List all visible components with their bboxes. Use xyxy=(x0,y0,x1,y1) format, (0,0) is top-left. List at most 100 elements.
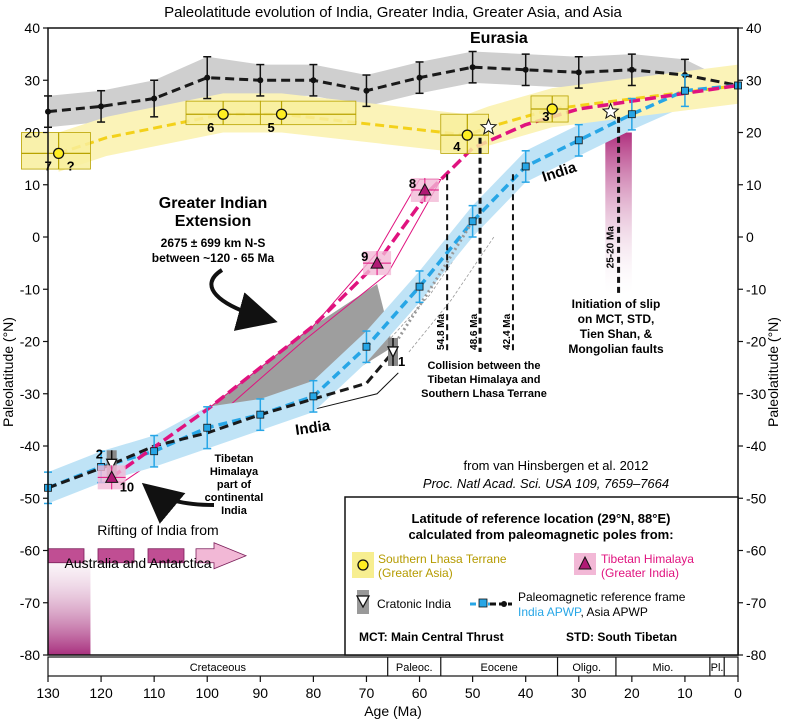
x-axis-label: Age (Ma) xyxy=(364,703,422,719)
y-tick-label-right: -10 xyxy=(746,281,766,297)
india-point xyxy=(627,110,636,119)
x-tick-label: 120 xyxy=(89,685,113,701)
tibetan-note-line: part of xyxy=(217,479,252,491)
india-point xyxy=(681,86,689,95)
y-tick-label-right: -20 xyxy=(746,334,766,350)
cratonic-line xyxy=(47,350,395,490)
greater-indian-body-2: between ~120 - 65 Ma xyxy=(152,251,275,265)
y-tick-label-right: 10 xyxy=(746,177,762,193)
y-tick-label-right: -80 xyxy=(746,647,766,663)
greater-indian-body-1: 2675 ± 699 km N-S xyxy=(161,236,266,250)
y-tick-label-left: -50 xyxy=(20,490,40,506)
site-label: 6 xyxy=(207,120,214,135)
india-point xyxy=(256,410,265,419)
y-tick-label-left: 30 xyxy=(24,72,40,88)
x-tick-label: 70 xyxy=(359,685,375,701)
asia-point xyxy=(204,74,211,81)
site-label: 9 xyxy=(361,249,368,264)
legend-himalaya-label-2: (Greater India) xyxy=(601,566,679,580)
slip-note-line: Initiation of slip xyxy=(572,297,661,311)
y-tick-label-left: -30 xyxy=(20,386,40,402)
x-tick-label: 100 xyxy=(196,685,220,701)
collision-line-label: 54.8 Ma xyxy=(436,313,447,350)
legend-frame-label-1: Paleomagnetic reference frame xyxy=(518,590,686,604)
collision-dotted-line xyxy=(391,220,474,348)
x-tick-label: 30 xyxy=(571,685,587,701)
greater-indian-title-2: Extension xyxy=(175,213,251,230)
legend-frame-marker-black xyxy=(501,601,507,607)
eurasia-label: Eurasia xyxy=(470,30,528,47)
chart-title: Paleolatitude evolution of India, Greate… xyxy=(164,4,622,21)
tibetan-note-line: Himalaya xyxy=(210,466,259,478)
collision-note-line: Southern Lhasa Terrane xyxy=(421,388,547,400)
y-tick-label-left: 40 xyxy=(24,20,40,36)
extension-arrow xyxy=(209,268,278,331)
collision-note-line: Collision between the xyxy=(427,360,540,372)
x-tick-label: 90 xyxy=(253,685,269,701)
india-point xyxy=(468,217,477,226)
legend-himalaya-label-1: Tibetan Himalaya xyxy=(601,552,694,566)
legend-cratonic-label: Cratonic India xyxy=(377,597,451,611)
india-label-lower: India xyxy=(294,417,332,439)
asia-point xyxy=(416,74,423,81)
y-tick-label-right: -50 xyxy=(746,490,766,506)
site-label: 3 xyxy=(542,109,549,124)
india-point xyxy=(309,392,318,401)
rifting-label-2: Australia and Antarctica xyxy=(64,555,211,571)
site-label: 5 xyxy=(268,120,275,135)
collision-line-label: 48.6 Ma xyxy=(469,313,480,350)
slip-note: Initiation of slip on MCT, STD, Tien Sha… xyxy=(568,297,664,356)
y-tick-label-right: -40 xyxy=(746,438,766,454)
legend-frame-asia: , Asia APWP xyxy=(580,605,647,619)
india-point xyxy=(362,342,371,351)
collision-note: Collision between the Tibetan Himalaya a… xyxy=(421,360,547,400)
site-7-question: ? xyxy=(67,158,75,173)
tibetan-note-line: Tibetan xyxy=(215,453,254,465)
india-point xyxy=(574,136,583,145)
y-axis-label-right: Paleolatitude (°N) xyxy=(765,317,781,427)
slip-line-label: 25-20 Ma xyxy=(605,226,616,269)
site-label: 8 xyxy=(409,176,416,191)
lhasa-site-marker xyxy=(461,129,473,141)
legend-frame-india: India APWP xyxy=(518,605,582,619)
asia-point xyxy=(575,69,582,76)
himalaya-site-marker xyxy=(418,182,432,196)
y-axis-label-left: Paleolatitude (°N) xyxy=(0,317,16,427)
site-label: 2 xyxy=(96,446,103,461)
y-tick-label-left: -60 xyxy=(20,543,40,559)
period-strip xyxy=(47,656,739,677)
lhasa-site-marker xyxy=(52,147,65,160)
x-tick-label: 50 xyxy=(465,685,481,701)
asia-line xyxy=(47,65,739,114)
legend-cratonic-marker xyxy=(355,595,371,609)
lhasa-site-marker xyxy=(546,103,558,115)
period-label: Paleoc. xyxy=(396,662,433,674)
site-label: 10 xyxy=(120,479,134,494)
cratonic-site-marker xyxy=(105,458,118,471)
collision-line-label: 42.4 Ma xyxy=(502,313,513,350)
slip-note-line: Mongolian faults xyxy=(568,342,664,356)
legend-box xyxy=(344,496,739,656)
collision-star xyxy=(479,117,498,135)
x-tick-label: 10 xyxy=(677,685,693,701)
tibetan-note: Tibetan Himalaya part of continental Ind… xyxy=(205,453,264,517)
asia-point xyxy=(151,95,158,102)
rifting-label-1: Rifting of India from xyxy=(97,522,218,538)
period-label: Cretaceous xyxy=(190,662,247,674)
asia-point xyxy=(98,103,105,110)
y-tick-label-left: 10 xyxy=(24,177,40,193)
tibetan-arrow xyxy=(141,482,215,524)
asia-point xyxy=(469,64,476,71)
period-label: Mio. xyxy=(653,662,674,674)
india-point xyxy=(521,162,530,171)
legend-frame-marker-blue xyxy=(478,598,488,608)
asia-point xyxy=(628,66,635,73)
y-tick-label-left: -10 xyxy=(20,281,40,297)
india-point xyxy=(150,447,159,456)
india-line xyxy=(47,83,739,490)
x-tick-label: 40 xyxy=(518,685,534,701)
tibetan-note-line: continental xyxy=(205,492,264,504)
x-tick-label: 0 xyxy=(734,685,742,701)
x-tick-label: 20 xyxy=(624,685,640,701)
rifting-duration-bar xyxy=(48,545,91,655)
